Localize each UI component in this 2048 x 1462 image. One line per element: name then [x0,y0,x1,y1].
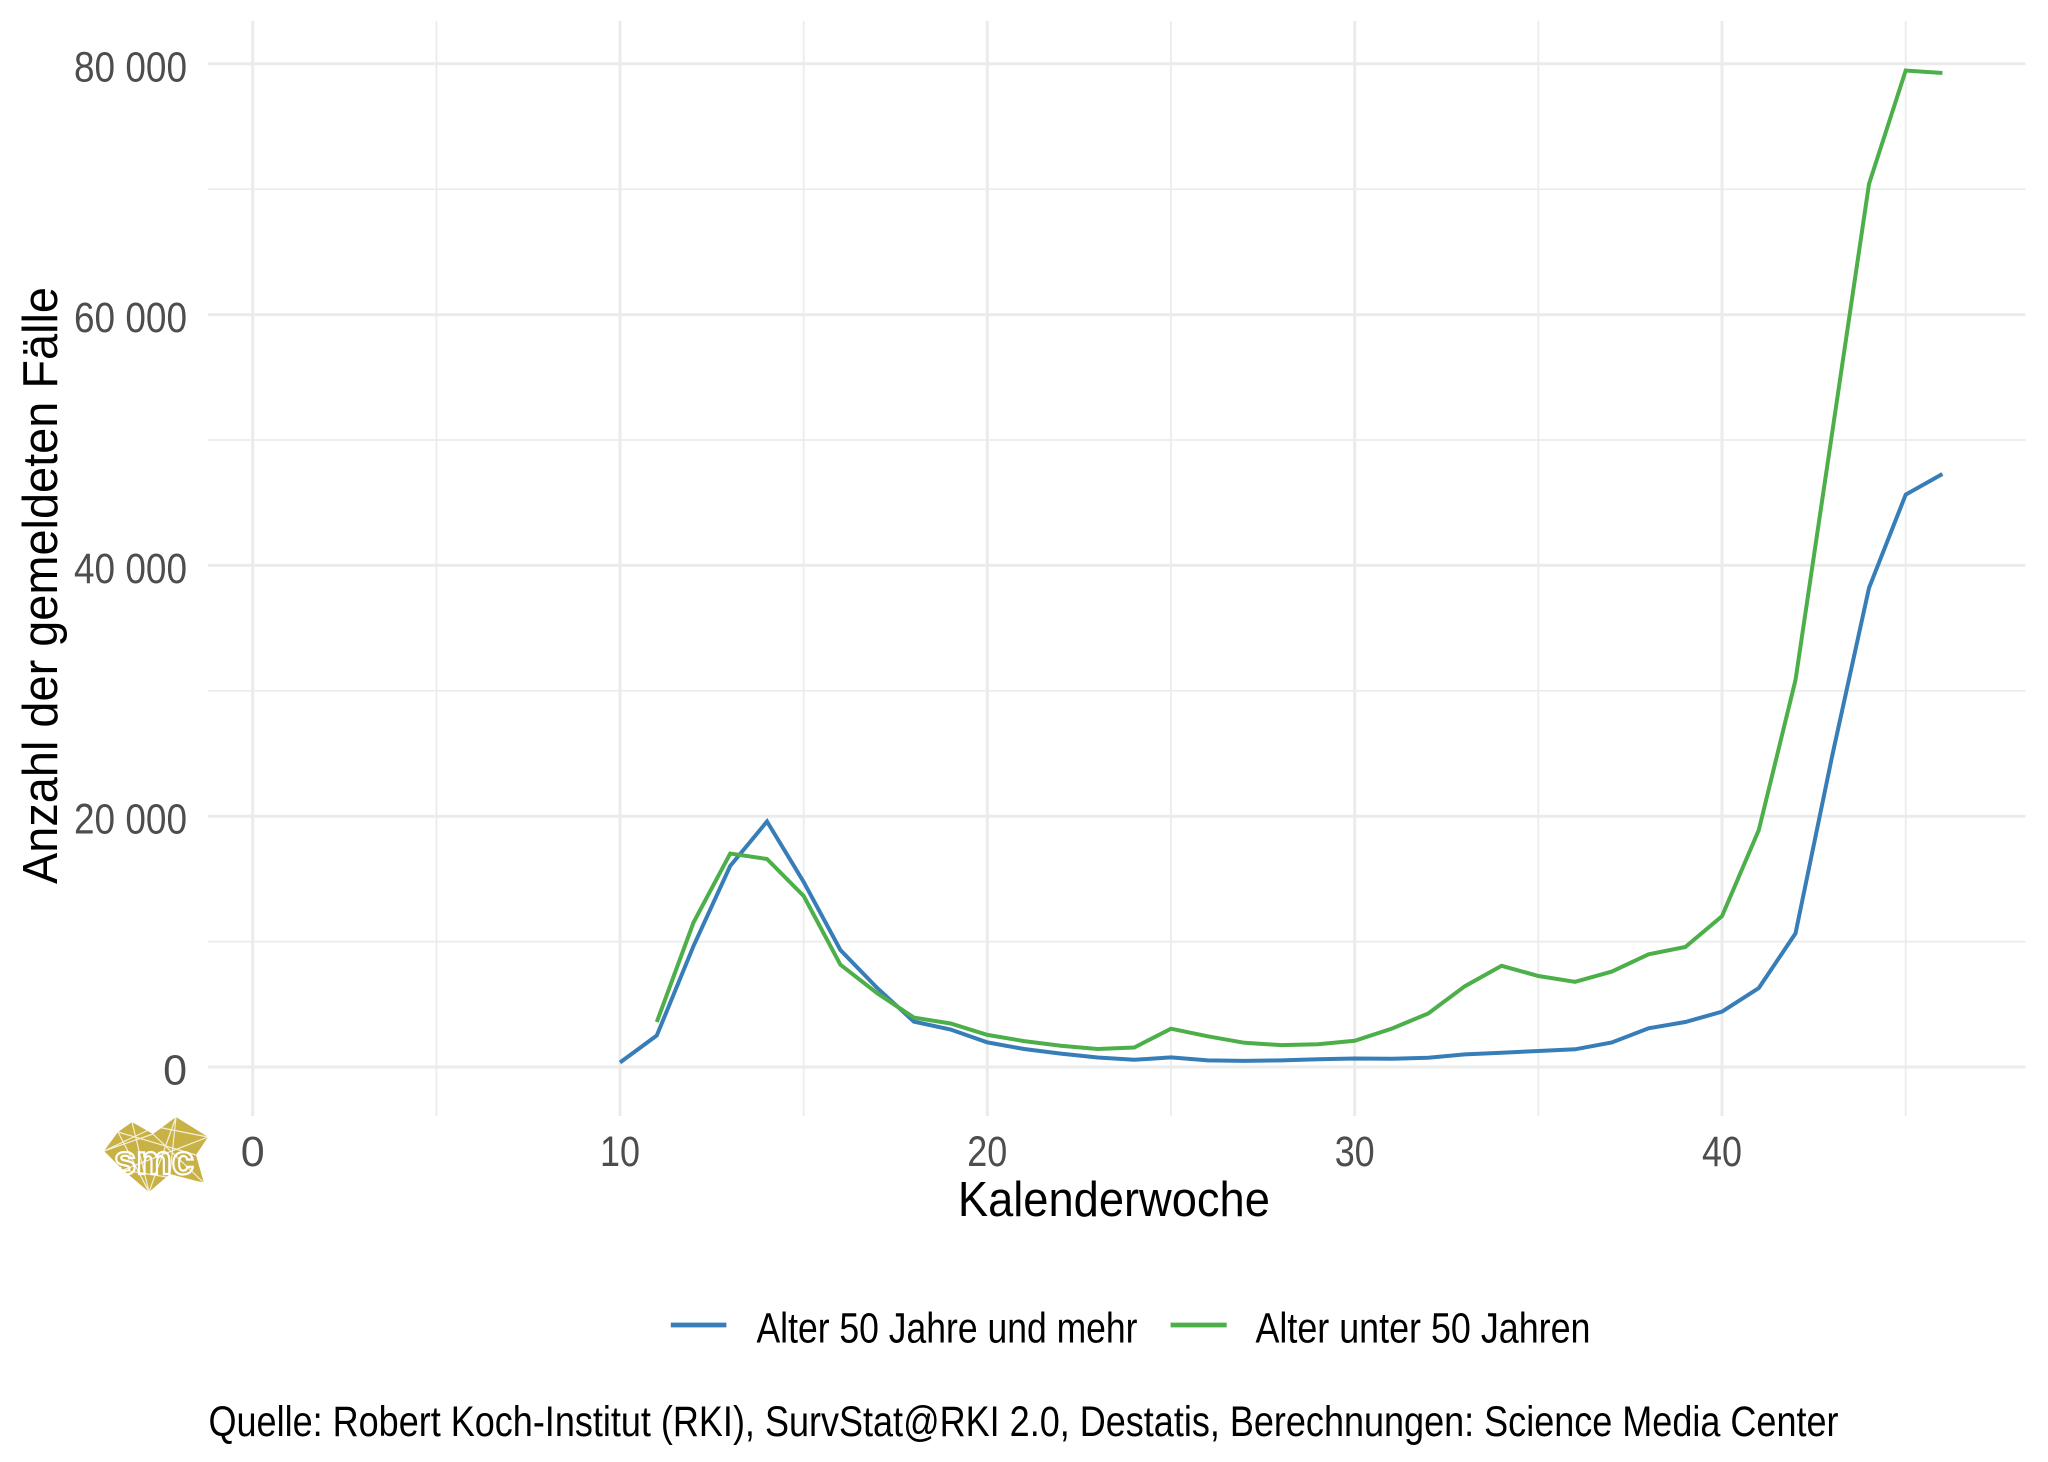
svg-text:Alter 50 Jahre und mehr: Alter 50 Jahre und mehr [757,1305,1138,1353]
svg-text:20: 20 [967,1128,1007,1176]
svg-text:0: 0 [241,1128,265,1176]
svg-text:30: 30 [1335,1128,1375,1176]
svg-text:smc: smc [114,1137,194,1183]
svg-text:60 000: 60 000 [74,294,187,342]
svg-text:Quelle: Robert Koch-Institut (: Quelle: Robert Koch-Institut (RKI), Surv… [209,1398,1839,1446]
svg-text:40 000: 40 000 [74,545,187,593]
svg-text:Anzahl der gemeldeten Fälle: Anzahl der gemeldeten Fälle [14,287,68,884]
svg-text:80 000: 80 000 [74,43,187,91]
svg-text:Alter unter 50 Jahren: Alter unter 50 Jahren [1256,1305,1591,1353]
svg-text:40: 40 [1702,1128,1742,1176]
svg-text:0: 0 [163,1047,187,1095]
svg-text:10: 10 [600,1128,640,1176]
svg-text:Kalenderwoche: Kalenderwoche [958,1173,1270,1227]
svg-text:20 000: 20 000 [74,796,187,844]
